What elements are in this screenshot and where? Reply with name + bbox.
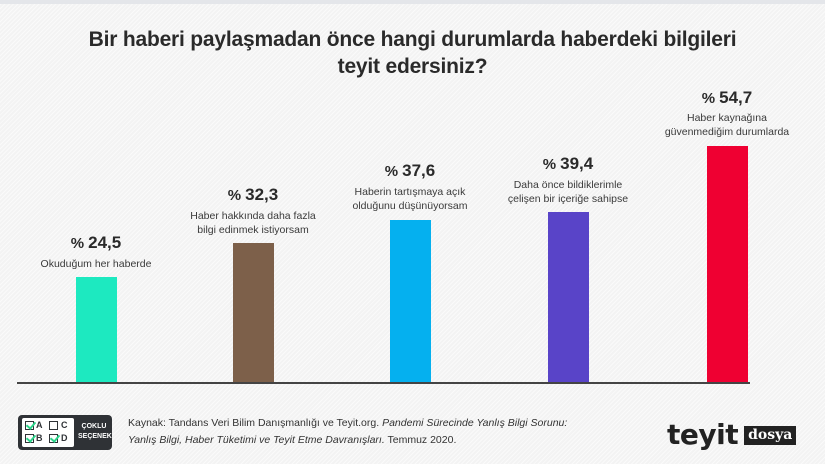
top-border (0, 0, 825, 4)
checkbox-checked-icon (25, 434, 34, 443)
bar-value-label: % 37,6 (384, 161, 436, 180)
bar-value-label: % 32,3 (227, 185, 279, 204)
badge-line1: ÇOKLU (81, 423, 107, 430)
bar-value-label: % 24,5 (70, 233, 122, 252)
option-d-label: D (61, 433, 68, 443)
badge-line2: SEÇENEK (78, 433, 112, 440)
bar-celisen-icerik (548, 212, 589, 383)
teyit-dosya-logo: teyit dosya (667, 418, 797, 451)
checkbox-empty-icon (49, 421, 58, 430)
source-title-part2: Yanlış Bilgi, Haber Tüketimi ve Teyit Et… (128, 434, 385, 446)
chart-title-line1: Bir haberi paylaşmadan önce hangi duruml… (88, 28, 737, 51)
logo-dosya: dosya (744, 425, 797, 445)
bar-category-label: Haberin tartışmaya açık olduğunu düşünüyo… (352, 186, 468, 212)
bar-category-label: Haber hakkında daha fazla bilgi edinmek i… (190, 210, 316, 236)
source-date: Temmuz 2020. (384, 434, 457, 446)
bar-category-label: Okuduğum her haberde (40, 258, 152, 270)
bar-value-label: % 39,4 (542, 154, 594, 173)
source-title-part1: Pandemi Sürecinde Yanlış Bilgi Sorunu: (382, 417, 568, 429)
chart-title: Bir haberi paylaşmadan önce hangi duruml… (0, 26, 825, 80)
badge-text: ÇOKLU SEÇENEK (78, 422, 112, 442)
bar-category-label: Daha önce bildiklerimle çelişen bir içeri… (507, 179, 629, 205)
source-citation: Kaynak: Tandans Veri Bilim Danışmanlığı … (128, 415, 567, 449)
logo-teyit: teyit (667, 418, 739, 451)
x-axis-line (17, 382, 750, 384)
bar-kaynaga-guvenmedigim (707, 146, 748, 383)
multiple-choice-badge: A C B D ÇOKLU SEÇENEK (18, 415, 112, 450)
bar-okudugum-her-haberde (76, 277, 117, 383)
chart-title-line2: teyit edersiniz? (337, 55, 488, 78)
bar-daha-fazla-bilgi (233, 243, 274, 383)
checkbox-checked-icon (49, 434, 58, 443)
option-c-label: C (61, 420, 68, 430)
bar-chart: % 24,5 Okuduğum her haberde % 32,3 Haber h… (17, 88, 790, 384)
bar-value-label: % 54,7 (701, 88, 753, 107)
source-prefix: Kaynak: Tandans Veri Bilim Danışmanlığı … (128, 417, 383, 429)
checkbox-checked-icon (25, 421, 34, 430)
checkbox-grid-icon: A C B D (22, 418, 74, 447)
bar-category-label: Haber kaynağına güvenmediğim durumlarda (664, 112, 790, 138)
option-a-label: A (36, 420, 43, 430)
bar-tartismaya-acik (390, 220, 431, 383)
option-b-label: B (36, 433, 43, 443)
